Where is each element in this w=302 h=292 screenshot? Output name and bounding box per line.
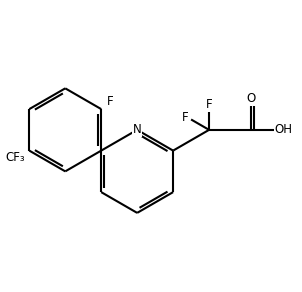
Text: F: F: [107, 95, 113, 108]
Text: OH: OH: [275, 123, 293, 136]
Text: CF₃: CF₃: [5, 151, 25, 164]
Text: F: F: [182, 111, 189, 124]
Text: F: F: [206, 98, 212, 111]
Text: O: O: [246, 93, 255, 105]
Text: N: N: [133, 123, 142, 136]
